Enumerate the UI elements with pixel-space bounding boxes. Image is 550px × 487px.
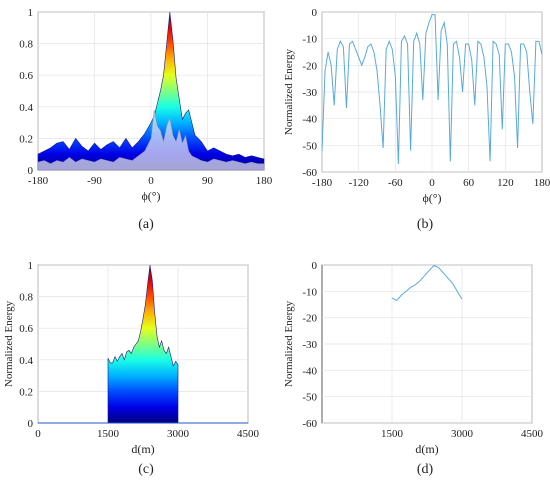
y-tick-label: 0.2 (19, 133, 33, 145)
y-tick-label: 0 (28, 418, 34, 430)
series-line (321, 14, 543, 165)
y-tick-label: 0 (28, 165, 34, 177)
y-tick-label: -50 (302, 140, 317, 152)
y-tick-label: 0.6 (19, 323, 33, 335)
x-tick-label: 4500 (521, 428, 544, 440)
caption-b: (b) (416, 217, 434, 232)
y-tick-label: -50 (302, 392, 317, 404)
chart-c: 0 1500 3000 4500 0 0.2 0.4 0.6 0.8 1 d(m) Normalize… (3, 260, 260, 456)
x-tick-label: 60 (463, 177, 475, 189)
caption-d: (d) (416, 462, 434, 477)
chart-panel-d: 1500 3000 4500 0 -10 -20 -30 -40 -50 -60 d(m) Norma… (280, 253, 550, 458)
y-tick-label: -20 (302, 313, 317, 325)
y-tick-label: 0.8 (19, 292, 33, 304)
x-axis-label: d(m) (131, 442, 154, 456)
y-axis-label: Normalized Energy (283, 300, 295, 387)
chart-b: -180 -120 -60 0 60 120 180 0 -10 -20 -30 -40 -50 -60 ϕ… (283, 7, 550, 205)
lower-energy-trace (37, 109, 265, 171)
y-tick-label: -10 (302, 34, 317, 46)
y-tick-label: -10 (302, 286, 317, 298)
x-tick-label: 120 (497, 177, 514, 189)
x-tick-label: -60 (388, 177, 403, 189)
y-tick-label: 0.6 (19, 70, 33, 82)
x-axis-label: ϕ(°) (141, 189, 160, 203)
caption-a: (a) (138, 217, 154, 232)
y-tick-label: -30 (302, 339, 317, 351)
x-tick-label: 1500 (381, 428, 404, 440)
series-line (391, 264, 463, 302)
x-axis-label: d(m) (415, 442, 438, 456)
y-axis-label: Normalized Energy (3, 300, 15, 387)
x-tick-label: 0 (148, 175, 154, 187)
chart-d: 1500 3000 4500 0 -10 -20 -30 -40 -50 -60 d(m) Norma… (283, 260, 544, 456)
chart-panel-c: 0 1500 3000 4500 0 0.2 0.4 0.6 0.8 1 d(m) Normalize… (0, 253, 275, 458)
x-tick-label: 0 (429, 177, 435, 189)
y-tick-label: 0.2 (19, 386, 33, 398)
y-tick-label: -60 (302, 418, 317, 430)
x-tick-label: -90 (87, 175, 102, 187)
x-tick-label: 3000 (167, 428, 190, 440)
x-tick-label: 1500 (97, 428, 120, 440)
y-tick-label: 0.8 (19, 39, 33, 51)
y-tick-label: 1 (28, 7, 34, 19)
x-tick-label: 0 (35, 428, 41, 440)
x-tick-label: -180 (28, 175, 49, 187)
x-tick-label: 4500 (237, 428, 260, 440)
chart-a: -180 -90 0 90 180 0 0.2 0.4 0.6 0.8 1 ϕ(°) (19, 7, 273, 203)
y-axis-label: Normalized Energy (283, 48, 295, 135)
x-tick-label: -180 (312, 177, 333, 189)
y-tick-label: 0 (312, 260, 318, 272)
y-tick-label: -60 (302, 167, 317, 179)
chart-panel-a: -180 -90 0 90 180 0 0.2 0.4 0.6 0.8 1 ϕ(°) (0, 0, 275, 215)
y-tick-label: 0.4 (19, 355, 33, 367)
y-tick-label: -30 (302, 87, 317, 99)
y-tick-label: 1 (28, 260, 34, 272)
x-tick-label: -120 (349, 177, 370, 189)
energy-area (107, 264, 179, 424)
y-tick-label: -40 (302, 365, 317, 377)
caption-c: (c) (138, 462, 154, 477)
x-tick-label: 90 (202, 175, 214, 187)
x-tick-label: 3000 (451, 428, 474, 440)
y-tick-label: -40 (302, 114, 317, 126)
y-tick-label: -20 (302, 60, 317, 72)
y-tick-label: 0 (312, 7, 318, 19)
x-tick-label: 180 (534, 177, 550, 189)
y-tick-label: 0.4 (19, 102, 33, 114)
chart-panel-b: -180 -120 -60 0 60 120 180 0 -10 -20 -30 -40 -50 -60 ϕ… (280, 0, 550, 215)
x-axis-label: ϕ(°) (422, 191, 441, 205)
x-tick-label: 180 (256, 175, 273, 187)
